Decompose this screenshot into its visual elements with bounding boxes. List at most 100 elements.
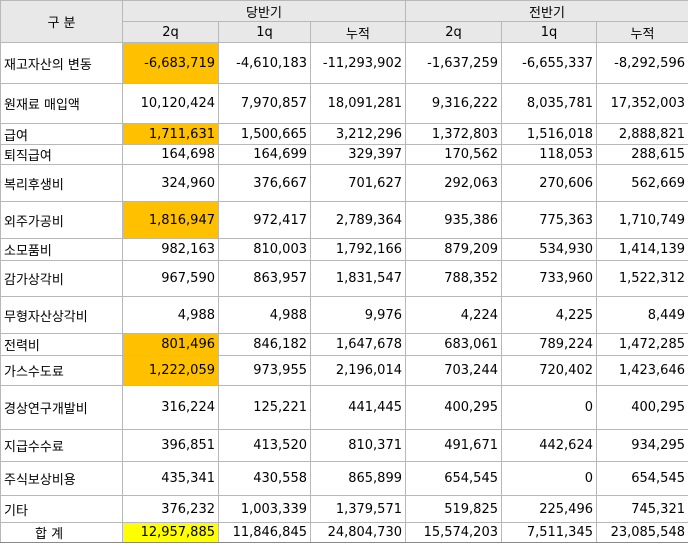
row-label: 전력비	[1, 334, 123, 356]
value-cell: 329,397	[311, 145, 406, 165]
value-cell: 8,449	[597, 297, 688, 334]
value-cell: 376,232	[123, 496, 219, 523]
value-cell: 745,321	[597, 496, 688, 523]
value-cell: 413,520	[219, 430, 311, 462]
value-cell: 1,831,547	[311, 261, 406, 297]
value-cell: 879,209	[406, 239, 502, 261]
sub-header-cur-2q: 2q	[123, 22, 219, 43]
value-cell: 2,196,014	[311, 356, 406, 386]
value-cell: 810,003	[219, 239, 311, 261]
value-cell: 9,316,222	[406, 84, 502, 124]
value-cell: 733,960	[502, 261, 597, 297]
row-label: 감가상각비	[1, 261, 123, 297]
value-cell: 376,667	[219, 165, 311, 202]
value-cell: 442,624	[502, 430, 597, 462]
value-cell: 18,091,281	[311, 84, 406, 124]
value-cell: 10,120,424	[123, 84, 219, 124]
row-label: 가스수도료	[1, 356, 123, 386]
value-cell: 170,562	[406, 145, 502, 165]
value-cell: 1,522,312	[597, 261, 688, 297]
value-cell: 4,988	[123, 297, 219, 334]
value-cell: -4,610,183	[219, 43, 311, 84]
row-label: 원재료 매입액	[1, 84, 123, 124]
category-header: 구 분	[1, 1, 123, 43]
value-cell: 4,224	[406, 297, 502, 334]
row-label: 급여	[1, 124, 123, 145]
value-cell: -11,293,902	[311, 43, 406, 84]
value-cell: 1,003,339	[219, 496, 311, 523]
value-cell: 9,976	[311, 297, 406, 334]
row-label: 무형자산상각비	[1, 297, 123, 334]
value-cell: 967,590	[123, 261, 219, 297]
value-cell: 396,851	[123, 430, 219, 462]
value-cell: 935,386	[406, 202, 502, 239]
value-cell: 701,627	[311, 165, 406, 202]
value-cell: 654,545	[406, 462, 502, 496]
value-cell: 683,061	[406, 334, 502, 356]
value-cell: 1,222,059	[123, 356, 219, 386]
row-label: 재고자산의 변동	[1, 43, 123, 84]
sub-header-prev-2q: 2q	[406, 22, 502, 43]
value-cell: 982,163	[123, 239, 219, 261]
value-cell: 703,244	[406, 356, 502, 386]
value-cell: 400,295	[406, 386, 502, 430]
value-cell: 788,352	[406, 261, 502, 297]
value-cell: 1,516,018	[502, 124, 597, 145]
table-row: 재고자산의 변동-6,683,719-4,610,183-11,293,902-…	[1, 43, 688, 84]
value-cell: 1,472,285	[597, 334, 688, 356]
value-cell: 1,711,631	[123, 124, 219, 145]
row-label: 소모품비	[1, 239, 123, 261]
value-cell: 270,606	[502, 165, 597, 202]
value-cell: 2,888,821	[597, 124, 688, 145]
header-group-row: 구 분 당반기 전반기	[1, 1, 688, 22]
value-cell: -6,683,719	[123, 43, 219, 84]
value-cell: 118,053	[502, 145, 597, 165]
value-cell: -1,637,259	[406, 43, 502, 84]
value-cell: 1,414,139	[597, 239, 688, 261]
value-cell: 0	[502, 386, 597, 430]
value-cell: 865,899	[311, 462, 406, 496]
value-cell: 316,224	[123, 386, 219, 430]
value-cell: 519,825	[406, 496, 502, 523]
value-cell: -8,292,596	[597, 43, 688, 84]
prior-half-header: 전반기	[406, 1, 688, 22]
value-cell: 430,558	[219, 462, 311, 496]
value-cell: 1,372,803	[406, 124, 502, 145]
value-cell: 288,615	[597, 145, 688, 165]
value-cell: 1,816,947	[123, 202, 219, 239]
value-cell: 720,402	[502, 356, 597, 386]
value-cell: 1,423,646	[597, 356, 688, 386]
value-cell: 1,647,678	[311, 334, 406, 356]
row-label: 경상연구개발비	[1, 386, 123, 430]
value-cell: 654,545	[597, 462, 688, 496]
value-cell: 435,341	[123, 462, 219, 496]
row-label: 주식보상비용	[1, 462, 123, 496]
value-cell: 934,295	[597, 430, 688, 462]
row-label: 퇴직급여	[1, 145, 123, 165]
value-cell: 801,496	[123, 334, 219, 356]
sub-header-cur-cumulative: 누적	[311, 22, 406, 43]
value-cell: 846,182	[219, 334, 311, 356]
value-cell: 775,363	[502, 202, 597, 239]
value-cell: 225,496	[502, 496, 597, 523]
value-cell: 0	[502, 462, 597, 496]
value-cell: 7,970,857	[219, 84, 311, 124]
value-cell: 125,221	[219, 386, 311, 430]
value-cell: 3,212,296	[311, 124, 406, 145]
value-cell: 4,988	[219, 297, 311, 334]
value-cell: 810,371	[311, 430, 406, 462]
value-cell: 1,379,571	[311, 496, 406, 523]
